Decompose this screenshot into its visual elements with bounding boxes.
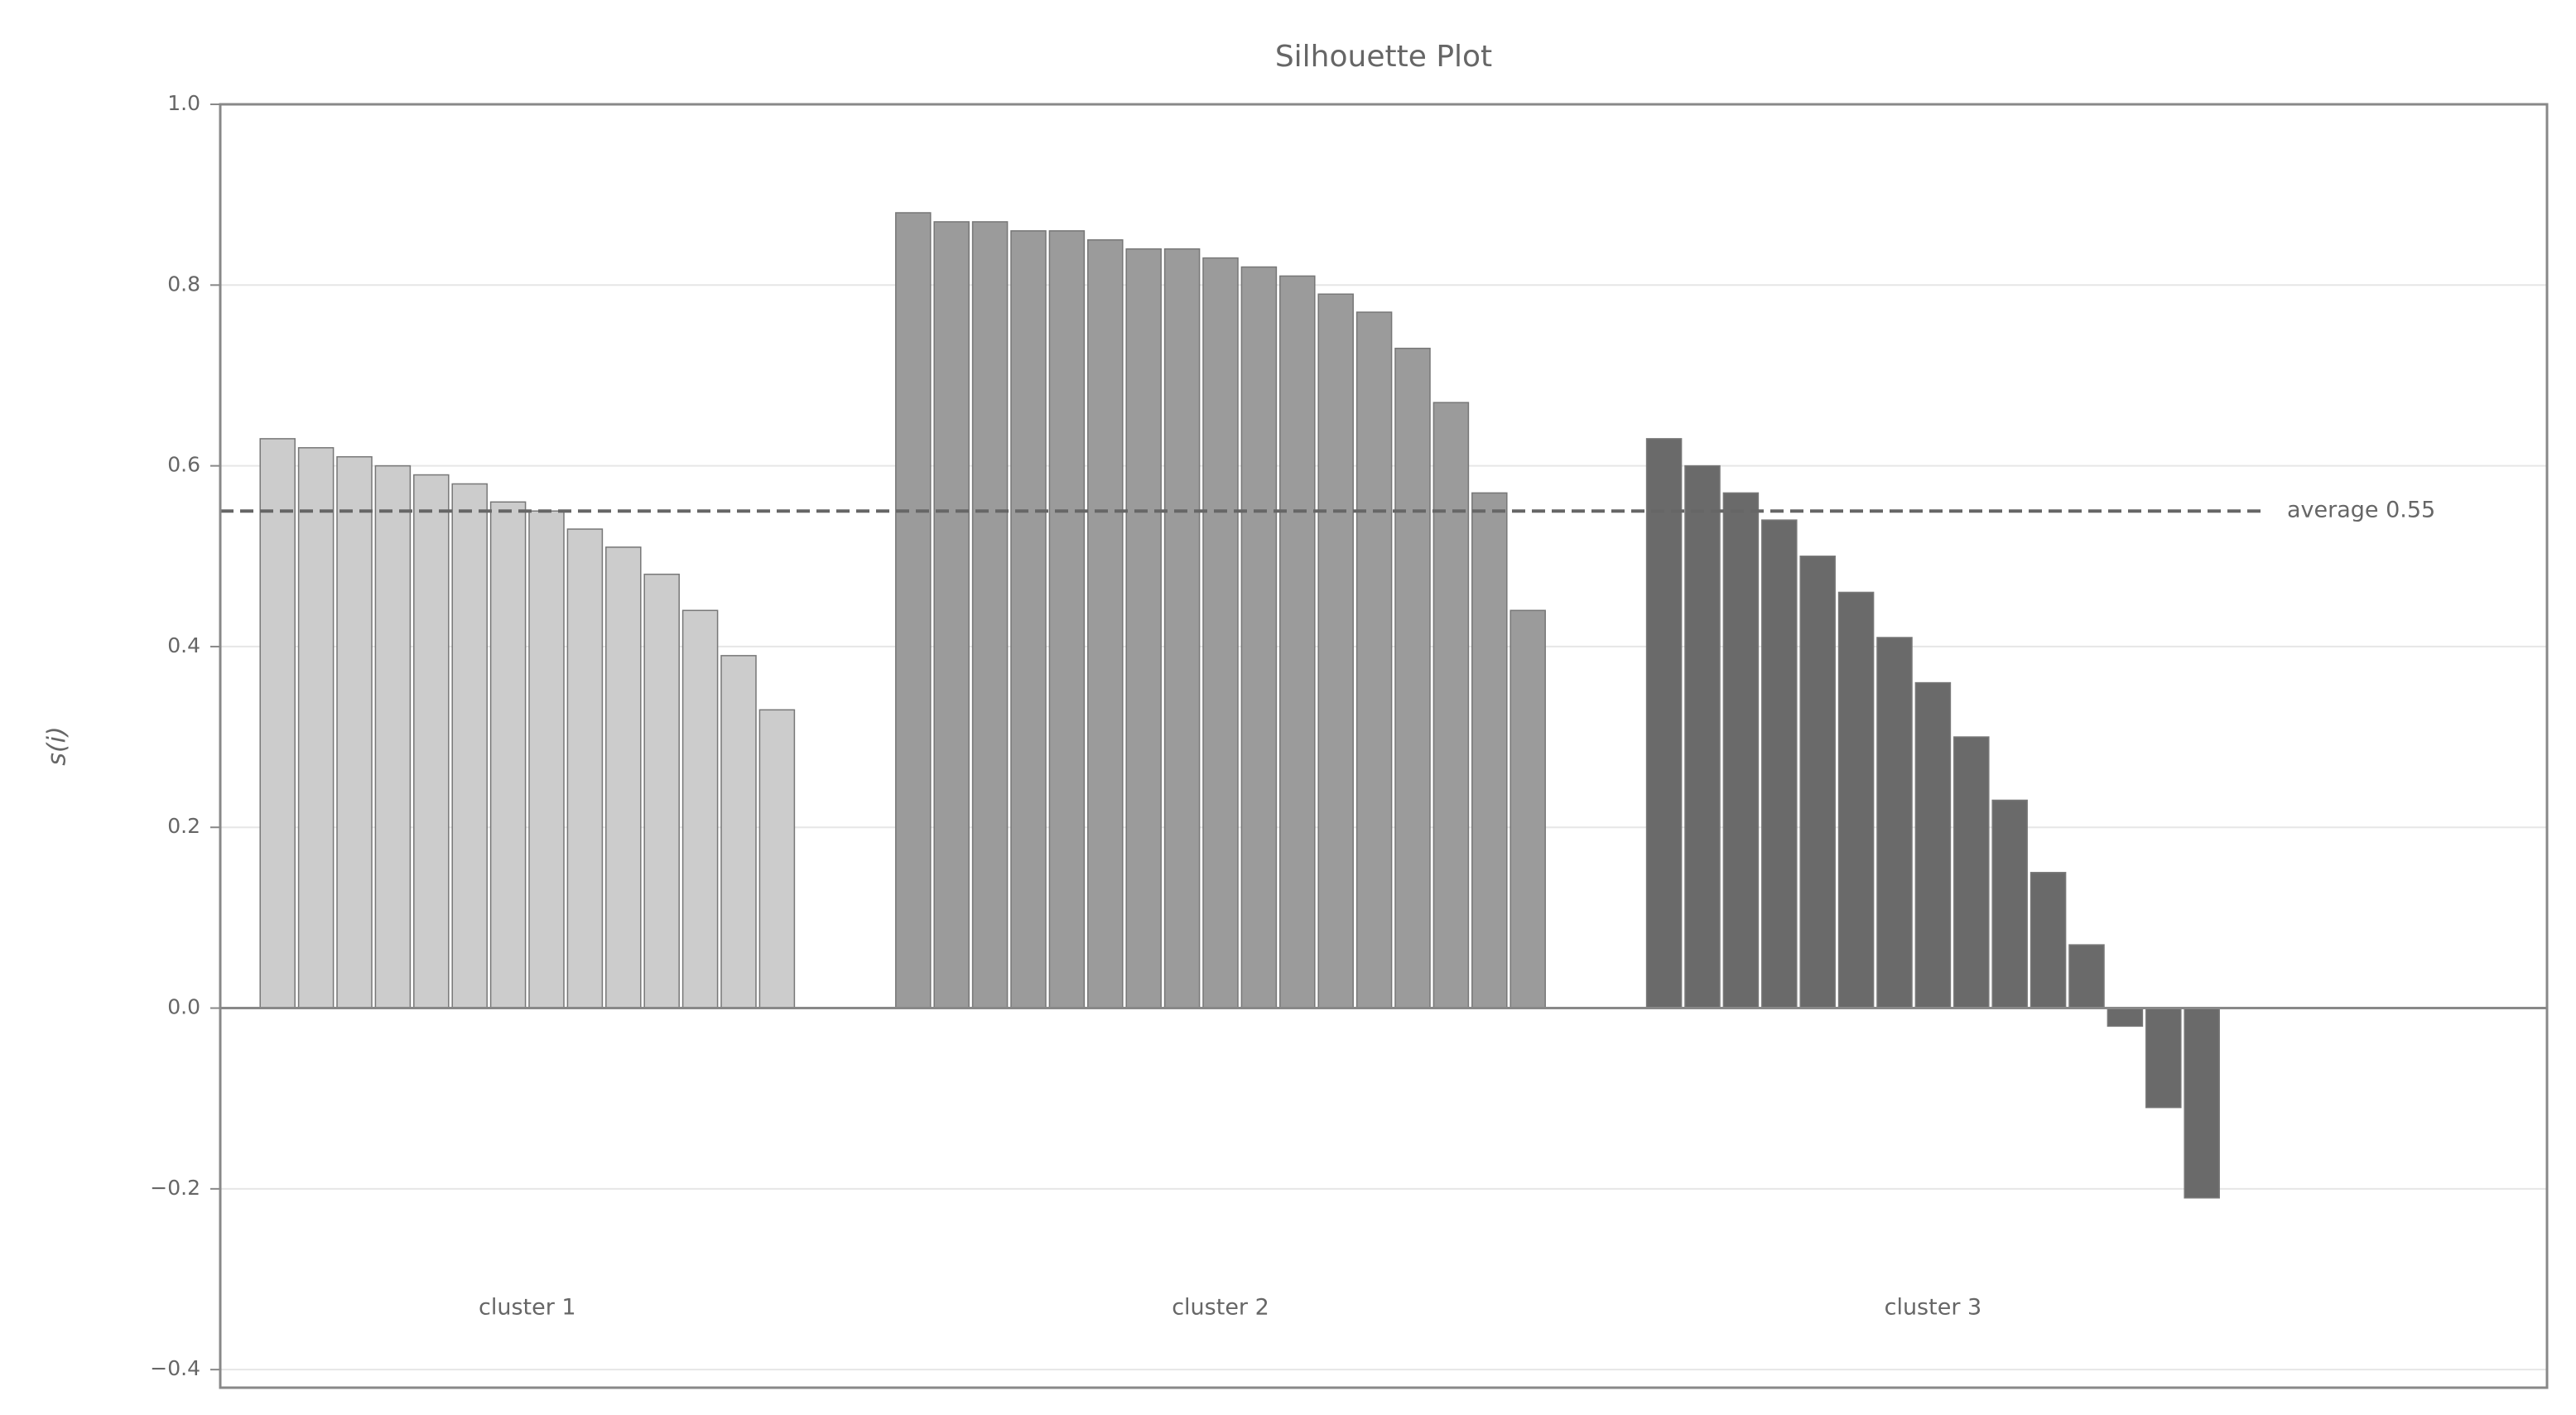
bar [1837, 591, 1875, 1009]
bar [1761, 519, 1798, 1009]
bar [971, 221, 1009, 1009]
chart-title: Silhouette Plot [1275, 40, 1492, 74]
bar [1645, 438, 1683, 1009]
cluster-label: cluster 3 [1885, 1295, 1982, 1321]
bar [1991, 799, 2028, 1009]
cluster-label: cluster 2 [1172, 1295, 1269, 1321]
y-axis-label: s(i) [43, 726, 72, 765]
bar [259, 438, 296, 1009]
bar [1509, 609, 1546, 1009]
y-tick-label: 0.0 [167, 995, 200, 1019]
bar [1471, 492, 1508, 1009]
bar [2145, 1007, 2182, 1109]
bar [1240, 266, 1278, 1009]
bar [1010, 230, 1047, 1009]
bar [1048, 230, 1086, 1009]
bar [1876, 637, 1913, 1009]
bar [1914, 681, 1952, 1009]
bar [528, 510, 565, 1009]
bar [933, 221, 970, 1009]
y-tick-label: 0.4 [167, 633, 200, 657]
bar [895, 212, 932, 1009]
bar [1799, 556, 1836, 1009]
bar [1394, 347, 1431, 1009]
bar [2184, 1007, 2220, 1199]
bar [1087, 238, 1124, 1009]
y-tick-label: −0.2 [150, 1176, 200, 1200]
bar [2030, 872, 2067, 1009]
bar [1125, 248, 1162, 1009]
bar [1432, 402, 1470, 1009]
bar [758, 709, 796, 1009]
cluster-label: cluster 1 [479, 1295, 576, 1321]
bar [336, 455, 373, 1009]
bar [1279, 275, 1316, 1009]
bar [1317, 293, 1354, 1009]
bar [451, 483, 488, 1009]
bar [1953, 736, 1990, 1009]
bar [1355, 311, 1393, 1009]
plot-frame [219, 103, 2549, 1389]
average-label: average 0.55 [2287, 498, 2435, 523]
bar [1202, 257, 1239, 1009]
y-tick-label: 0.8 [167, 272, 200, 296]
y-tick-label: −0.4 [150, 1356, 200, 1380]
bar [1722, 492, 1760, 1009]
bar [413, 474, 450, 1009]
bar [374, 464, 412, 1009]
bar [1163, 248, 1201, 1009]
bar [643, 573, 680, 1009]
bar [2068, 944, 2105, 1009]
y-tick-label: 0.2 [167, 814, 200, 838]
bar [297, 447, 335, 1009]
bar [720, 655, 757, 1009]
bar [681, 609, 719, 1009]
bar [605, 546, 642, 1009]
bar [489, 501, 527, 1009]
bar [566, 528, 604, 1009]
bar [1684, 464, 1721, 1009]
y-tick-label: 1.0 [167, 91, 200, 115]
y-tick-label: 0.6 [167, 453, 200, 477]
bar [2107, 1007, 2144, 1028]
